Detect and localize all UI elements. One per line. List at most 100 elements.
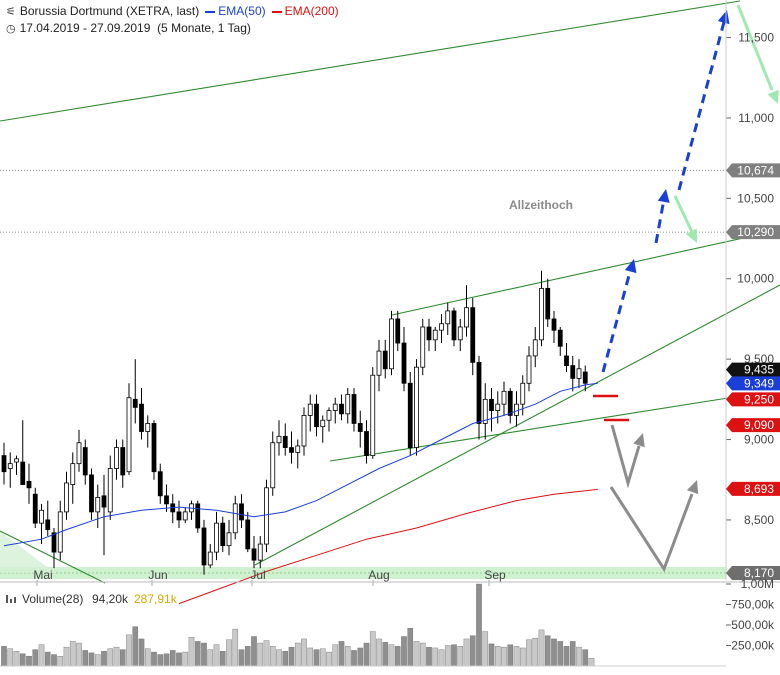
candle	[1, 442, 7, 485]
price-tag-4: 8,693	[726, 481, 780, 496]
legend-ema50: EMA(50)	[218, 4, 266, 18]
candle-body	[420, 326, 426, 368]
level-tag-8170-shape	[726, 566, 780, 580]
candle-body	[476, 361, 482, 424]
volume-bar	[257, 642, 264, 667]
candle	[245, 511, 251, 553]
candle-body	[182, 511, 188, 521]
candlestick-icon: ⚟	[6, 6, 16, 18]
candle-body	[314, 403, 319, 428]
volume-bar	[426, 646, 432, 667]
candle-body	[276, 435, 282, 444]
candle	[64, 471, 69, 520]
candle	[189, 500, 194, 520]
candle-body	[82, 447, 88, 476]
y-tick-label: 9,000	[744, 433, 774, 447]
ema200-line	[178, 488, 598, 605]
grey-zigzag-1	[610, 424, 641, 489]
candle	[39, 503, 44, 545]
candle	[264, 479, 269, 553]
volume-bar	[376, 638, 382, 667]
y-tick-label: 11,000	[738, 111, 774, 125]
price-tag-1: 9,349	[726, 376, 780, 391]
candle-body	[514, 403, 519, 416]
candle	[57, 500, 63, 561]
clock-icon: ◷	[6, 23, 16, 35]
candle	[276, 420, 282, 456]
candle-body	[264, 487, 269, 545]
green-arrowhead-1	[685, 228, 697, 243]
candle-body	[320, 419, 326, 428]
grey-arrowhead-1	[633, 433, 645, 448]
candle	[539, 270, 544, 347]
green-arrow-1	[673, 195, 694, 233]
candle-body	[301, 415, 307, 447]
ema50-swatch	[205, 10, 216, 13]
volume-bar	[32, 649, 39, 667]
candle-body	[470, 307, 476, 363]
candle-body	[570, 365, 576, 379]
candle	[45, 500, 51, 537]
volume-bar	[126, 634, 132, 667]
price-tag-4-text: 8,693	[744, 482, 774, 496]
candle	[76, 429, 82, 472]
candle-body	[551, 318, 557, 331]
volume-bar	[119, 649, 126, 667]
volume-bar	[107, 648, 114, 667]
candle-body	[70, 463, 76, 485]
price-tag-0-shape	[726, 362, 780, 377]
candle	[157, 463, 163, 504]
candle-body	[457, 326, 463, 341]
volume-tick-label: 1,00M	[741, 577, 774, 591]
candle-body	[207, 551, 213, 566]
volume-bar	[138, 638, 145, 667]
candle-body	[76, 442, 82, 465]
candle	[551, 310, 557, 344]
candle	[326, 407, 332, 432]
candle-body	[270, 442, 276, 489]
volume-bar	[444, 645, 451, 667]
candle	[89, 468, 94, 520]
x-tick-label-Jul: Jul	[250, 568, 265, 582]
volume-bar	[157, 654, 164, 667]
candle-body	[557, 329, 563, 347]
candle-body	[14, 458, 19, 463]
candle	[382, 339, 388, 379]
candle	[151, 420, 157, 480]
candle	[307, 394, 313, 432]
candle-body	[539, 287, 544, 341]
candle-body	[145, 423, 151, 432]
trend-line-3	[329, 397, 729, 462]
volume-bar	[363, 642, 370, 667]
candle	[201, 519, 207, 575]
candle	[170, 494, 176, 524]
volume-bar	[482, 631, 489, 667]
candle-body	[220, 522, 226, 547]
price-tag-0-text: 9,435	[744, 363, 774, 377]
volume-bar	[288, 646, 295, 667]
candle-body	[414, 366, 419, 448]
candle-body	[45, 519, 51, 530]
candle-body	[489, 398, 494, 411]
candle	[564, 343, 569, 372]
candle	[32, 487, 38, 528]
candle	[507, 388, 513, 424]
volume-bar	[176, 652, 182, 667]
volume-header: Volume(28) 94,20k 287,91k	[6, 592, 178, 606]
candle-body	[164, 495, 169, 505]
candle-body	[501, 390, 507, 405]
candle	[226, 519, 232, 556]
price-tag-2-shape	[726, 392, 780, 407]
candle	[557, 326, 563, 356]
volume-bar	[269, 646, 276, 667]
candle-body	[445, 310, 451, 325]
volume-bar	[132, 626, 139, 667]
candle-body	[370, 374, 376, 457]
candle-body	[26, 480, 32, 489]
volume-bar	[144, 648, 151, 667]
candle-body	[120, 447, 126, 476]
candle-body	[7, 463, 13, 469]
candle-body	[214, 522, 219, 553]
candle	[470, 298, 476, 376]
volume-bar	[394, 646, 401, 667]
